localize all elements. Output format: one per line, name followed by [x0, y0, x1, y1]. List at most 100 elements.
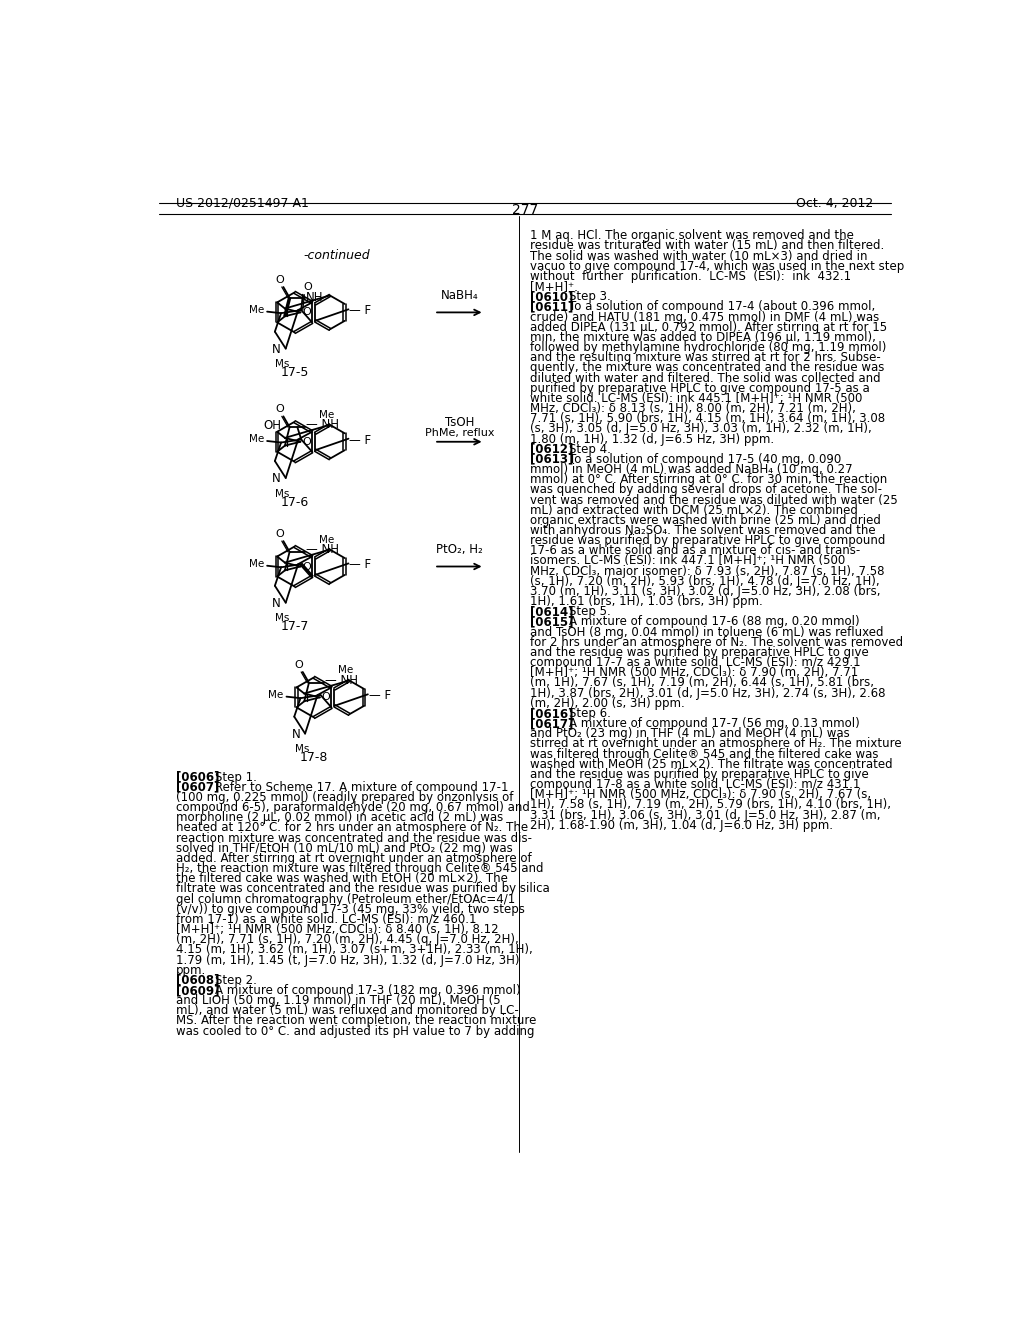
Text: gel column chromatography (Petroleum ether/EtOAc=4/1: gel column chromatography (Petroleum eth…: [176, 892, 515, 906]
Text: MS. After the reaction went completion, the reaction mixture: MS. After the reaction went completion, …: [176, 1015, 537, 1027]
Text: Step 1.: Step 1.: [200, 771, 256, 784]
Text: residue was triturated with water (15 mL) and then filtered.: residue was triturated with water (15 mL…: [530, 239, 885, 252]
Text: mmol) at 0° C. After stirring at 0° C. for 30 min, the reaction: mmol) at 0° C. After stirring at 0° C. f…: [530, 473, 888, 486]
Text: min, the mixture was added to DIPEA (196 μl, 1.19 mmol),: min, the mixture was added to DIPEA (196…: [530, 331, 877, 345]
Text: followed by methylamine hydrochloride (80 mg, 1.19 mmol): followed by methylamine hydrochloride (8…: [530, 341, 887, 354]
Text: vent was removed and the residue was diluted with water (25: vent was removed and the residue was dil…: [530, 494, 898, 507]
Text: for 2 hrs under an atmosphere of N₂. The solvent was removed: for 2 hrs under an atmosphere of N₂. The…: [530, 636, 903, 649]
Text: [0615]: [0615]: [530, 615, 573, 628]
Text: was cooled to 0° C. and adjusted its pH value to 7 by adding: was cooled to 0° C. and adjusted its pH …: [176, 1024, 535, 1038]
Text: — NH: — NH: [306, 418, 339, 432]
Text: 17-5: 17-5: [281, 367, 309, 379]
Text: [0607]: [0607]: [176, 780, 219, 793]
Text: (v/v)) to give compound 17-3 (45 mg, 33% yield, two steps: (v/v)) to give compound 17-3 (45 mg, 33%…: [176, 903, 525, 916]
Text: PhMe, reflux: PhMe, reflux: [425, 428, 494, 438]
Text: isomers. LC-MS (ESI): ink 447.1 [M+H]⁺; ¹H NMR (500: isomers. LC-MS (ESI): ink 447.1 [M+H]⁺; …: [530, 554, 846, 568]
Text: O: O: [302, 308, 310, 317]
Text: added. After stirring at rt overnight under an atmosphere of: added. After stirring at rt overnight un…: [176, 851, 531, 865]
Text: [M+H]⁺; ¹H NMR (500 MHz, CDCl₃): δ 7.90 (m, 2H), 7.71: [M+H]⁺; ¹H NMR (500 MHz, CDCl₃): δ 7.90 …: [530, 667, 858, 680]
Text: N: N: [272, 473, 281, 486]
Text: white solid. LC-MS (ESI): ink 445.1 [M+H]⁺; ¹H NMR (500: white solid. LC-MS (ESI): ink 445.1 [M+H…: [530, 392, 862, 405]
Text: compound 17-7 as a white solid. LC-MS (ESI): m/z 429.1: compound 17-7 as a white solid. LC-MS (E…: [530, 656, 861, 669]
Text: was quenched by adding several drops of acetone. The sol-: was quenched by adding several drops of …: [530, 483, 883, 496]
Text: (m, 1H), 7.67 (s, 1H), 7.19 (m, 2H), 6.44 (s, 1H), 5.81 (brs,: (m, 1H), 7.67 (s, 1H), 7.19 (m, 2H), 6.4…: [530, 676, 874, 689]
Text: O: O: [302, 437, 310, 446]
Text: 1.79 (m, 1H), 1.45 (t, J=7.0 Hz, 3H), 1.32 (d, J=7.0 Hz, 3H): 1.79 (m, 1H), 1.45 (t, J=7.0 Hz, 3H), 1.…: [176, 953, 519, 966]
Text: with anhydrous Na₂SO₄. The solvent was removed and the: with anhydrous Na₂SO₄. The solvent was r…: [530, 524, 876, 537]
Text: N: N: [272, 343, 281, 356]
Text: [M+H]⁺.: [M+H]⁺.: [530, 280, 579, 293]
Text: [0611]: [0611]: [530, 301, 573, 313]
Text: Oct. 4, 2012: Oct. 4, 2012: [797, 197, 873, 210]
Text: O: O: [275, 529, 284, 539]
Text: [0616]: [0616]: [530, 708, 573, 719]
Text: from 17-1) as a white solid. LC-MS (ESI): m/z 460.1: from 17-1) as a white solid. LC-MS (ESI)…: [176, 913, 476, 925]
Text: 17-7: 17-7: [281, 620, 309, 634]
Text: organic extracts were washed with brine (25 mL) and dried: organic extracts were washed with brine …: [530, 513, 881, 527]
Text: crude) and HATU (181 mg, 0.475 mmol) in DMF (4 mL) was: crude) and HATU (181 mg, 0.475 mmol) in …: [530, 310, 880, 323]
Text: O: O: [322, 693, 330, 702]
Text: Me: Me: [319, 535, 334, 545]
Text: 1H), 3.87 (brs, 2H), 3.01 (d, J=5.0 Hz, 3H), 2.74 (s, 3H), 2.68: 1H), 3.87 (brs, 2H), 3.01 (d, J=5.0 Hz, …: [530, 686, 886, 700]
Text: [0606]: [0606]: [176, 771, 219, 784]
Text: [0614]: [0614]: [530, 606, 573, 618]
Text: and the residue was purified by preparative HPLC to give: and the residue was purified by preparat…: [530, 645, 869, 659]
Text: and TsOH (8 mg, 0.04 mmol) in toluene (6 mL) was refluxed: and TsOH (8 mg, 0.04 mmol) in toluene (6…: [530, 626, 884, 639]
Text: mL) and extracted with DCM (25 mL×2). The combined: mL) and extracted with DCM (25 mL×2). Th…: [530, 504, 858, 516]
Text: washed with MeOH (25 mL×2). The filtrate was concentrated: washed with MeOH (25 mL×2). The filtrate…: [530, 758, 893, 771]
Text: 17-6 as a white solid and as a mixture of cis- and trans-: 17-6 as a white solid and as a mixture o…: [530, 544, 860, 557]
Text: To a solution of compound 17-5 (40 mg, 0.090: To a solution of compound 17-5 (40 mg, 0…: [554, 453, 841, 466]
Text: — F: — F: [349, 305, 372, 317]
Text: ppm.: ppm.: [176, 964, 206, 977]
Text: added DIPEA (131 μL, 0.792 mmol). After stirring at rt for 15: added DIPEA (131 μL, 0.792 mmol). After …: [530, 321, 888, 334]
Text: -continued: -continued: [304, 249, 371, 263]
Text: O: O: [303, 281, 312, 292]
Text: [0609]: [0609]: [176, 983, 219, 997]
Text: A mixture of compound 17-6 (88 mg, 0.20 mmol): A mixture of compound 17-6 (88 mg, 0.20 …: [554, 615, 859, 628]
Text: filtrate was concentrated and the residue was purified by silica: filtrate was concentrated and the residu…: [176, 882, 550, 895]
Text: H₂, the reaction mixture was filtered through Celite® 545 and: H₂, the reaction mixture was filtered th…: [176, 862, 544, 875]
Text: Me: Me: [249, 560, 264, 569]
Text: Step 6.: Step 6.: [554, 708, 610, 719]
Text: (s, 1H), 7.20 (m, 2H), 5.93 (brs, 1H), 4.78 (d, J=7.0 Hz, 1H),: (s, 1H), 7.20 (m, 2H), 5.93 (brs, 1H), 4…: [530, 574, 880, 587]
Text: residue was purified by preparative HPLC to give compound: residue was purified by preparative HPLC…: [530, 535, 886, 548]
Text: — NH: — NH: [306, 543, 339, 556]
Text: MHz, CDCl₃): δ 8.13 (s, 1H), 8.00 (m, 2H), 7.21 (m, 2H),: MHz, CDCl₃): δ 8.13 (s, 1H), 8.00 (m, 2H…: [530, 403, 856, 414]
Text: heated at 120° C. for 2 hrs under an atmosphere of N₂. The: heated at 120° C. for 2 hrs under an atm…: [176, 821, 528, 834]
Text: vacuo to give compound 17-4, which was used in the next step: vacuo to give compound 17-4, which was u…: [530, 260, 904, 273]
Text: A mixture of compound 17-3 (182 mg, 0.396 mmol): A mixture of compound 17-3 (182 mg, 0.39…: [200, 983, 520, 997]
Text: — NH: — NH: [326, 675, 358, 686]
Text: Step 2.: Step 2.: [200, 974, 256, 987]
Text: [0612]: [0612]: [530, 442, 573, 455]
Text: 17-8: 17-8: [300, 751, 328, 764]
Text: 3.31 (brs, 1H), 3.06 (s, 3H), 3.01 (d, J=5.0 Hz, 3H), 2.87 (m,: 3.31 (brs, 1H), 3.06 (s, 3H), 3.01 (d, J…: [530, 809, 881, 821]
Text: 2H), 1.68-1.90 (m, 3H), 1.04 (d, J=6.0 Hz, 3H) ppm.: 2H), 1.68-1.90 (m, 3H), 1.04 (d, J=6.0 H…: [530, 818, 834, 832]
Text: Me: Me: [319, 409, 334, 420]
Text: [0613]: [0613]: [530, 453, 573, 466]
Text: O: O: [275, 404, 284, 414]
Text: quently, the mixture was concentrated and the residue was: quently, the mixture was concentrated an…: [530, 362, 885, 375]
Text: 277: 277: [512, 203, 538, 216]
Text: [M+H]⁺; ¹H NMR (500 MHz, CDCl₃): δ 7.90 (s, 2H), 7.67 (s,: [M+H]⁺; ¹H NMR (500 MHz, CDCl₃): δ 7.90 …: [530, 788, 871, 801]
Text: Ms: Ms: [275, 488, 290, 499]
Text: Step 4.: Step 4.: [554, 442, 610, 455]
Text: (s, 3H), 3.05 (d, J=5.0 Hz, 3H), 3.03 (m, 1H), 2.32 (m, 1H),: (s, 3H), 3.05 (d, J=5.0 Hz, 3H), 3.03 (m…: [530, 422, 872, 436]
Text: NH: NH: [306, 292, 324, 305]
Text: and LiOH (50 mg, 1.19 mmol) in THF (20 mL), MeOH (5: and LiOH (50 mg, 1.19 mmol) in THF (20 m…: [176, 994, 501, 1007]
Text: TsOH: TsOH: [444, 416, 474, 429]
Text: 7.71 (s, 1H), 5.90 (brs, 1H), 4.15 (m, 1H), 3.64 (m, 1H), 3.08: 7.71 (s, 1H), 5.90 (brs, 1H), 4.15 (m, 1…: [530, 412, 886, 425]
Text: N: N: [272, 597, 281, 610]
Text: PtO₂, H₂: PtO₂, H₂: [436, 543, 482, 556]
Text: (m, 2H), 2.00 (s, 3H) ppm.: (m, 2H), 2.00 (s, 3H) ppm.: [530, 697, 685, 710]
Text: 4.15 (m, 1H), 3.62 (m, 1H), 3.07 (s+m, 3+1H), 2.33 (m, 1H),: 4.15 (m, 1H), 3.62 (m, 1H), 3.07 (s+m, 3…: [176, 944, 532, 956]
Text: Step 5.: Step 5.: [554, 606, 610, 618]
Text: stirred at rt overnight under an atmosphere of H₂. The mixture: stirred at rt overnight under an atmosph…: [530, 738, 902, 751]
Text: [0617]: [0617]: [530, 717, 573, 730]
Text: Me: Me: [249, 305, 264, 315]
Text: — F: — F: [369, 689, 391, 702]
Text: 17-6: 17-6: [281, 496, 309, 508]
Text: compound 17-8 as a white solid. LC-MS (ESI): m/z 431.1: compound 17-8 as a white solid. LC-MS (E…: [530, 777, 860, 791]
Text: 1H), 7.58 (s, 1H), 7.19 (m, 2H), 5.79 (brs, 1H), 4.10 (brs, 1H),: 1H), 7.58 (s, 1H), 7.19 (m, 2H), 5.79 (b…: [530, 799, 891, 812]
Text: 3.70 (m, 1H), 3.11 (s, 3H), 3.02 (d, J=5.0 Hz, 3H), 2.08 (brs,: 3.70 (m, 1H), 3.11 (s, 3H), 3.02 (d, J=5…: [530, 585, 881, 598]
Text: solved in THF/EtOH (10 mL/10 mL) and PtO₂ (22 mg) was: solved in THF/EtOH (10 mL/10 mL) and PtO…: [176, 842, 513, 854]
